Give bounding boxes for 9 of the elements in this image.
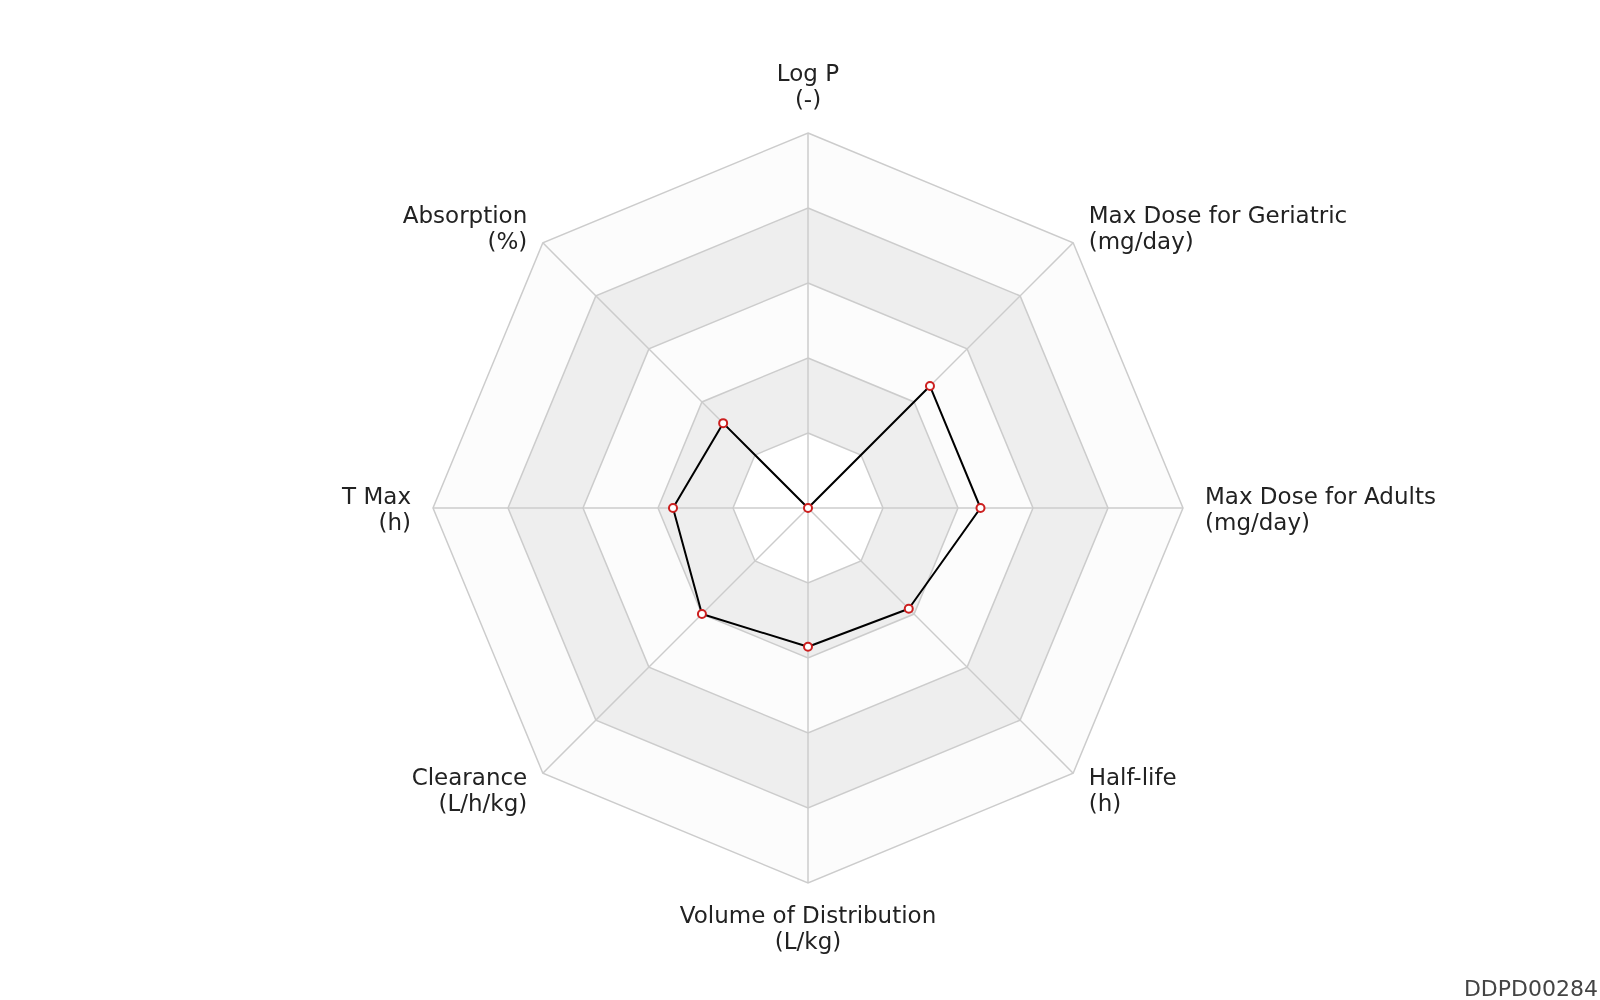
text: DDPD00284 — [1463, 976, 1598, 1000]
spoke-label: Log P (-) — [776, 60, 840, 112]
spoke-label: Clearance (L/h/kg) — [411, 763, 528, 816]
spoke-label: Max Dose for Adults (mg/day) — [1205, 483, 1436, 535]
spoke-label: Max Dose for Geriatric (mg/day) — [1088, 202, 1348, 255]
spoke-label: Absorption (%) — [402, 202, 528, 255]
spoke-label: T Max (h) — [341, 483, 411, 535]
spoke-label: Half-life (h) — [1088, 763, 1177, 816]
spoke-label: Volume of Distribution (L/kg) — [679, 902, 937, 954]
